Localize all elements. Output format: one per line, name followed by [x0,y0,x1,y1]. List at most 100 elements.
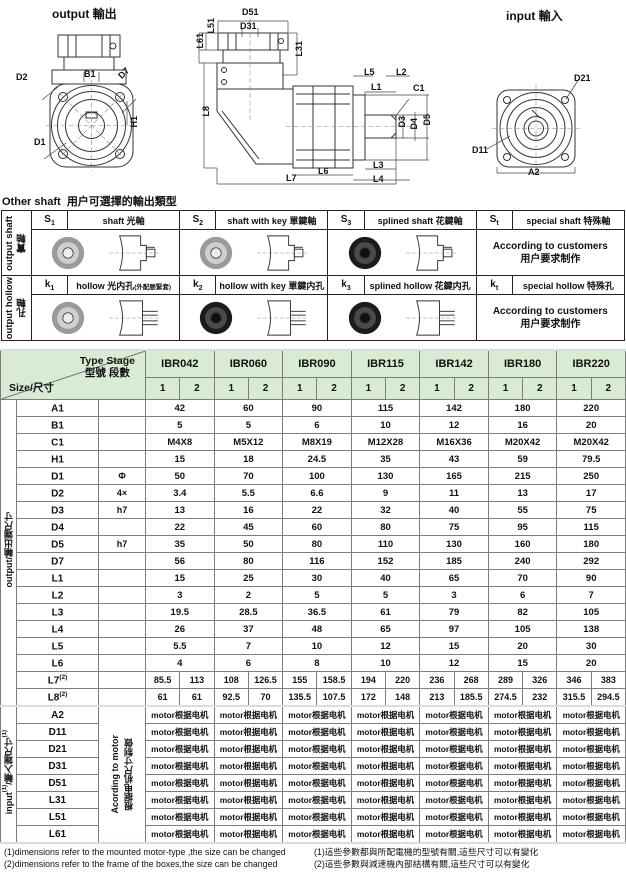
dimension-value: 194 [350,671,386,689]
motor-dependent-value: motor根据电机 [145,808,215,826]
dimension-value: 90 [556,569,626,587]
dimension-value: 213 [419,688,455,707]
shaft-description: hollow 光内孔(外配脹緊套) [67,275,181,295]
stage-header: 1 [213,377,249,400]
motor-dependent-value: motor根据电机 [556,757,626,775]
dimension-value: M5X12 [213,433,284,451]
dimension-value: 30 [556,637,626,655]
dimension-value: 22 [145,518,215,536]
dimension-value: 40 [419,501,489,519]
dimension-value: 36.5 [282,603,352,621]
dimension-value: 60 [213,399,284,417]
dim-label-d11: D11 [472,145,489,155]
dimension-value: 40 [350,569,421,587]
dim-label-c1: C1 [413,83,425,93]
dimension-value: 75 [556,501,626,519]
row-qualifier: 4× [97,484,147,502]
motor-dependent-value: motor根据电机 [350,791,421,809]
dimension-value: 5 [145,416,215,434]
shaft-symbol: k1 [31,275,69,295]
shaft-diagram-icon [405,299,457,336]
motor-dependent-value: motor根据电机 [213,808,284,826]
according-to-customers-note: According to customers 用户要求制作 [475,229,626,276]
footnote-zh-2: (2)這些參數與減速機內部結構有關,這些尺寸可以有變化 [314,859,530,869]
motor-dependent-value: motor根据电机 [419,808,489,826]
shaft-symbol: St [475,210,513,230]
dimension-value: 56 [145,552,215,570]
motor-dependent-value: motor根据电机 [350,757,421,775]
dimension-value: 50 [145,467,215,485]
motor-dependent-value: motor根据电机 [487,774,558,792]
dimension-value: 158.5 [316,671,352,689]
dimension-value: 105 [487,620,558,638]
dimension-value: 3.4 [145,484,215,502]
dimension-value: 105 [556,603,626,621]
dimension-value: 22 [282,501,352,519]
row-name-D7: D7 [16,552,99,570]
corner-cell: Type Stage 型號 段數 Size/尺寸 [0,349,147,400]
dimension-value: 142 [419,399,489,417]
dimension-value: 100 [282,467,352,485]
dimension-value: 160 [487,535,558,553]
row-name-D2: D2 [16,484,99,502]
dim-label-l61: L61 [195,33,205,49]
dimension-value: 185 [419,552,489,570]
shaft-symbol: S2 [179,210,217,230]
dimension-value: 185.5 [453,688,489,707]
dimension-value: 232 [522,688,558,707]
motor-dependent-value: motor根据电机 [145,757,215,775]
motor-dependent-value: motor根据电机 [282,808,352,826]
dimension-value: 61 [350,603,421,621]
dim-label-l7: L7 [286,173,297,183]
output-section-label: output/輸出端尺寸 [0,399,17,707]
dimension-value: 152 [350,552,421,570]
shaft-row-label-hollow: output hollow 孔軸 [0,275,33,341]
motor-dependent-value: motor根据电机 [213,740,284,758]
shaft-image-cell [31,229,181,276]
row-qualifier [97,399,147,417]
dimension-value: 6 [282,416,352,434]
according-to-motor-note: Acording to motor 根据电机尺寸制做 [97,705,147,844]
footnote-en-1: (1)dimensions refer to the mounted motor… [4,847,286,857]
dimension-value: 115 [556,518,626,536]
dimension-value: 10 [282,637,352,655]
motor-dependent-value: motor根据电机 [145,705,215,724]
motor-dependent-value: motor根据电机 [282,757,352,775]
motor-dependent-value: motor根据电机 [419,825,489,844]
shaft-symbol: kt [475,275,513,295]
row-name-L6: L6 [16,654,99,672]
footnote-en-2: (2)dimensions refer to the frame of the … [4,859,278,869]
row-name-H1: H1 [16,450,99,468]
stage-header: 2 [522,377,558,400]
motor-dependent-value: motor根据电机 [145,791,215,809]
model-header-IBR115: IBR115 [350,349,421,378]
motor-dependent-value: motor根据电机 [556,705,626,724]
row-name-L3: L3 [16,603,99,621]
shaft-symbol: S1 [31,210,69,230]
row-name-D5: D5 [16,535,99,553]
shaft-description: special shaft 特殊軸 [511,210,626,230]
dimension-value: 70 [247,688,284,707]
dimension-value: 172 [350,688,386,707]
shaft-photo-icon [348,236,381,269]
dimensions-table-head: Type Stage 型號 段數 Size/尺寸 IBR042 IBR060 IBR09… [0,349,626,400]
technical-drawings: output 輸出 input 輸入 [0,0,626,194]
stage-header: 2 [590,377,626,400]
dimension-value: 95 [487,518,558,536]
stage-header: 2 [247,377,284,400]
row-name-D3: D3 [16,501,99,519]
shaft-row-label-zh: 實軸 [16,233,28,253]
dim-label-l2: L2 [396,67,407,77]
dim-label-b1: B1 [84,69,96,79]
dimension-value: 5 [282,586,352,604]
dimension-value: 240 [487,552,558,570]
dimension-value: 61 [145,688,181,707]
dimension-value: 148 [384,688,421,707]
dimensions-table: Type Stage 型號 段數 Size/尺寸 IBR042 IBR060 IBR09… [0,349,626,844]
model-header-IBR060: IBR060 [213,349,284,378]
motor-dependent-value: motor根据电机 [556,825,626,844]
dimension-value: 17 [556,484,626,502]
row-qualifier [97,603,147,621]
dimension-value: 19.5 [145,603,215,621]
row-qualifier: Φ [97,467,147,485]
